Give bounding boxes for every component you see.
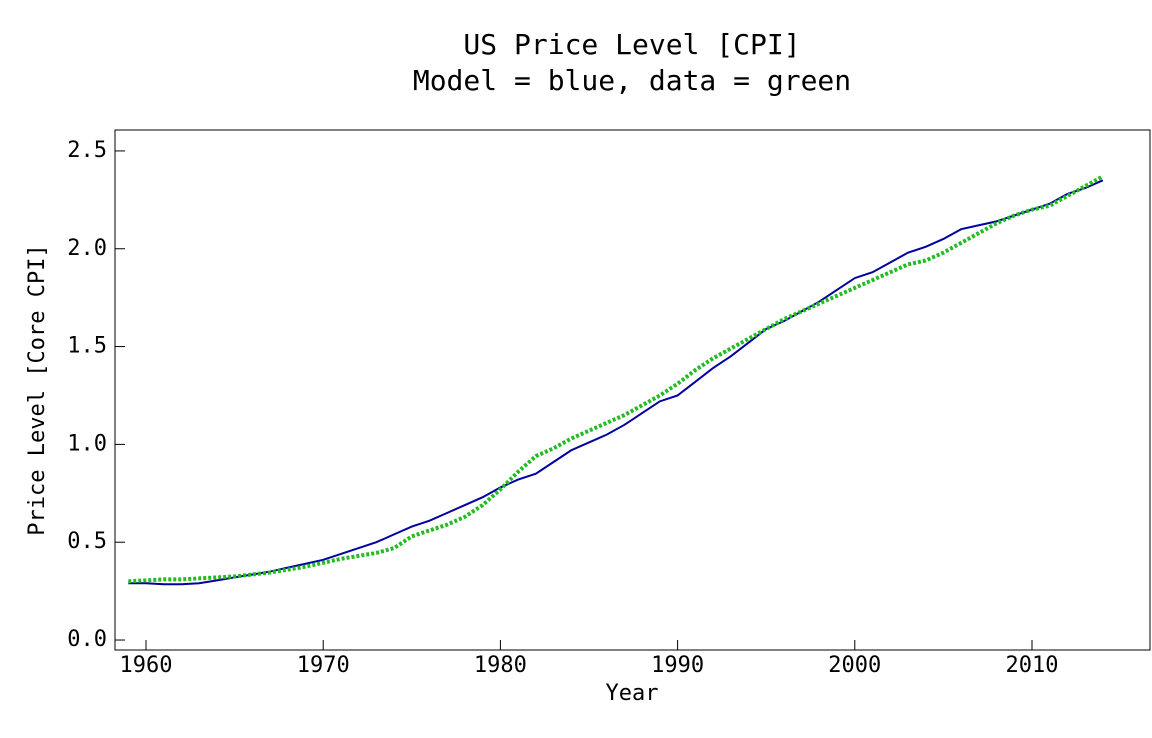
chart-subtitle: Model = blue, data = green [413, 64, 851, 97]
x-tick-label: 1960 [120, 653, 173, 678]
y-tick-label: 2.5 [67, 138, 107, 163]
y-axis-label: Price Level [Core CPI] [25, 244, 50, 535]
plot-frame [114, 129, 1151, 651]
x-axis-label: Year [606, 681, 659, 706]
y-tick-label: 0.5 [67, 529, 107, 554]
x-tick-label: 1990 [651, 653, 704, 678]
chart-title: US Price Level [CPI] [463, 28, 800, 61]
x-tick-label: 2010 [1005, 653, 1058, 678]
y-tick-label: 1.5 [67, 334, 107, 359]
x-tick-label: 2000 [828, 653, 881, 678]
y-tick-label: 0.0 [67, 627, 107, 652]
y-tick-label: 1.0 [67, 431, 107, 456]
series-line [128, 174, 1104, 584]
y-tick-label: 2.0 [67, 236, 107, 261]
x-tick-label: 1970 [297, 653, 350, 678]
series-line [128, 179, 1104, 586]
x-tick-label: 1980 [474, 653, 527, 678]
